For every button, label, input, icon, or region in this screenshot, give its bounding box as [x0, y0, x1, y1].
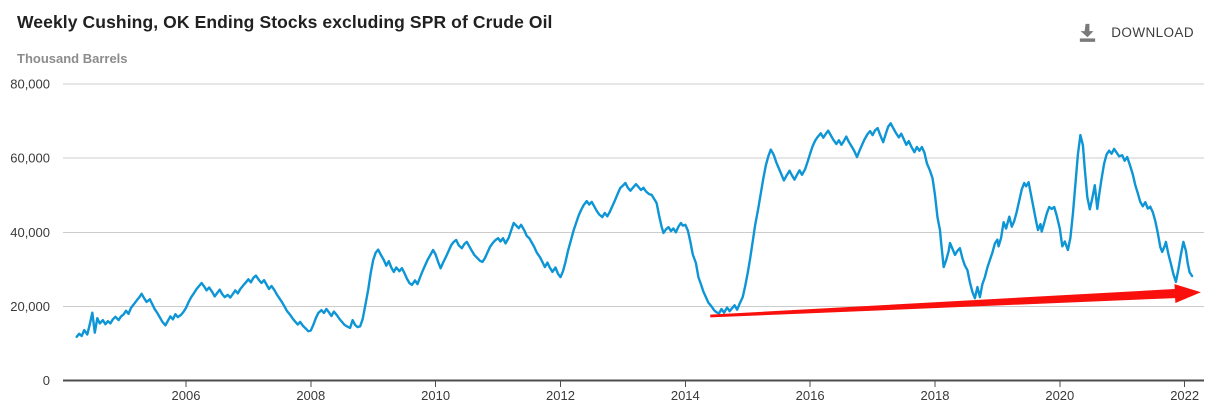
download-icon: [1080, 23, 1096, 42]
y-tick-label: 60,000: [10, 151, 50, 166]
x-tick-label: 2018: [921, 388, 950, 403]
data-line: [75, 122, 1194, 338]
x-tick-label: 2020: [1045, 388, 1074, 403]
y-tick-label: 80,000: [10, 77, 50, 92]
x-tick-label: 2016: [796, 388, 825, 403]
trend-arrow: [710, 284, 1201, 318]
x-tick-label: 2012: [546, 388, 575, 403]
download-button[interactable]: DOWNLOAD: [1075, 18, 1196, 47]
x-tick-label: 2022: [1170, 388, 1199, 403]
y-tick-label: 20,000: [10, 299, 50, 314]
y-tick-label: 0: [43, 373, 50, 388]
y-tick-label: 40,000: [10, 225, 50, 240]
x-tick-label: 2008: [296, 388, 325, 403]
download-label: DOWNLOAD: [1111, 25, 1194, 40]
x-tick-label: 2010: [421, 388, 450, 403]
y-axis-units-label: Thousand Barrels: [17, 51, 128, 66]
x-tick-label: 2006: [172, 388, 201, 403]
page-title: Weekly Cushing, OK Ending Stocks excludi…: [17, 12, 553, 32]
x-tick-label: 2014: [671, 388, 700, 403]
